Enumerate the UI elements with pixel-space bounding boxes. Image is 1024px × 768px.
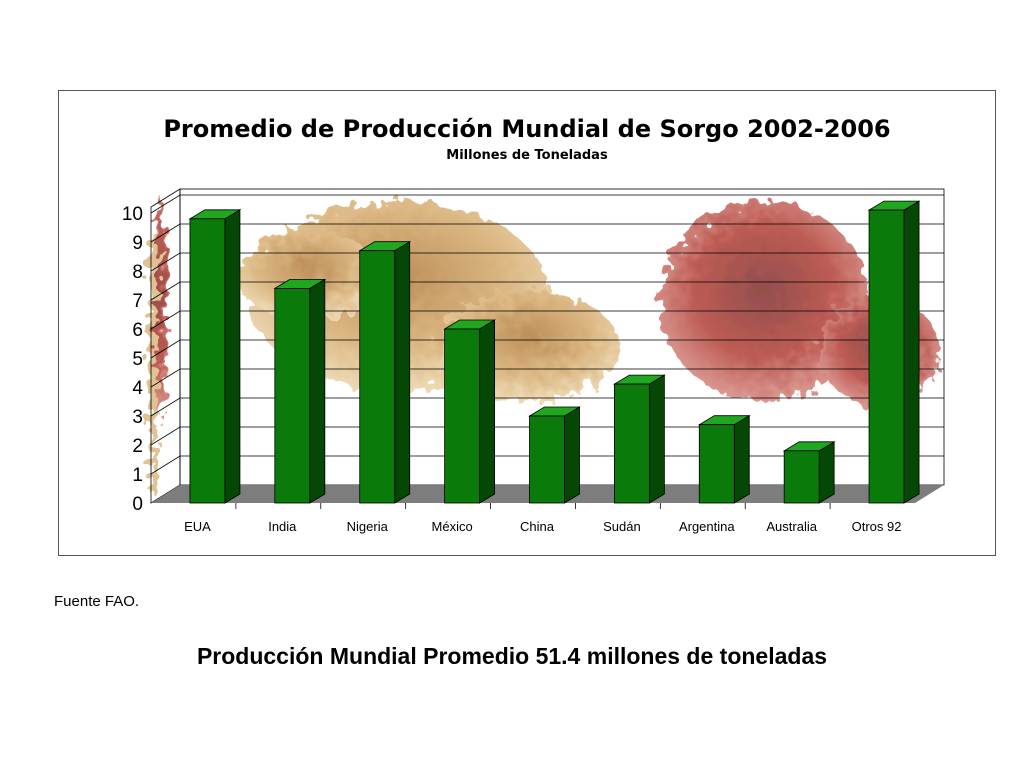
- y-tick-label: 8: [132, 262, 143, 283]
- x-tick-label: China: [520, 519, 555, 534]
- y-tick-label: 9: [132, 233, 143, 254]
- y-tick-label: 3: [132, 407, 143, 428]
- source-note: Fuente FAO.: [54, 593, 140, 610]
- gridline: [150, 368, 944, 388]
- gridline: [150, 281, 944, 301]
- y-tick-label: 6: [132, 320, 143, 341]
- y-tick-label: 10: [122, 204, 143, 225]
- x-axis-ticks: EUA India Nigeria México China Sudán Argentina…: [184, 503, 901, 534]
- gridline: [150, 223, 944, 243]
- y-tick-label: 4: [132, 378, 143, 399]
- bar-china: [528, 406, 581, 504]
- gridline: [150, 455, 944, 475]
- chart-title: Promedio de Producción Mundial de Sorgo …: [163, 115, 890, 143]
- bar-side: [903, 200, 920, 504]
- bar-india: [273, 278, 327, 504]
- bar-front: [274, 287, 311, 504]
- gridline: [150, 310, 944, 330]
- bar-méxico: [443, 319, 497, 504]
- chart-subtitle: Millones de Toneladas: [446, 148, 608, 163]
- bar-nigeria: [358, 240, 412, 504]
- bar-side: [564, 406, 580, 504]
- bar-side: [733, 414, 750, 504]
- bar-otros-92: [867, 200, 921, 504]
- gridline: [150, 426, 944, 446]
- y-tick-label: 5: [132, 349, 143, 370]
- gridline: [150, 194, 944, 214]
- bar-front: [698, 424, 735, 504]
- bar-side: [818, 441, 835, 504]
- bar-argentina: [697, 414, 751, 504]
- x-tick-label: Australia: [766, 519, 817, 534]
- bar-sudán: [612, 374, 666, 504]
- y-tick-label: 0: [132, 494, 143, 515]
- bar-side: [394, 240, 411, 504]
- x-tick-label: EUA: [184, 519, 211, 534]
- bar-front: [613, 383, 650, 504]
- footer-summary: Producción Mundial Promedio 51.4 millone…: [196, 643, 828, 669]
- chart-frame: 0 1 2 3 4 5 6 7 8 9 10 EUA India Nigeria México China S…: [58, 90, 996, 556]
- x-tick-label: Nigeria: [347, 519, 389, 534]
- x-tick-label: India: [268, 519, 297, 534]
- bar-side: [309, 278, 326, 504]
- bar-chart: 0 1 2 3 4 5 6 7 8 9 10 EUA India Nigeria México China S…: [122, 115, 945, 534]
- bars: [188, 200, 921, 504]
- bar-front: [783, 450, 820, 504]
- y-axis-ticks: 0 1 2 3 4 5 6 7 8 9 10: [122, 204, 144, 515]
- gridline: [150, 397, 944, 417]
- bar-front: [868, 209, 905, 504]
- gridline: [150, 252, 944, 272]
- x-tick-label: México: [432, 519, 473, 534]
- bar-side: [224, 209, 241, 504]
- bar-eua: [188, 209, 242, 504]
- y-tick-label: 7: [132, 291, 143, 312]
- bar-side: [479, 319, 496, 504]
- gridlines: [150, 194, 944, 475]
- bar-front: [444, 328, 481, 504]
- x-tick-label: Sudán: [603, 519, 641, 534]
- bar-front: [529, 415, 565, 504]
- bar-australia: [782, 441, 836, 504]
- bar-front: [359, 250, 396, 504]
- y-tick-label: 2: [132, 436, 143, 457]
- y-tick-label: 1: [132, 465, 143, 486]
- bar-front: [189, 218, 226, 504]
- gridline: [150, 339, 944, 359]
- side-wall: [150, 188, 181, 504]
- x-tick-label: Otros 92: [852, 519, 902, 534]
- x-tick-label: Argentina: [679, 519, 735, 534]
- bar-side: [648, 374, 665, 504]
